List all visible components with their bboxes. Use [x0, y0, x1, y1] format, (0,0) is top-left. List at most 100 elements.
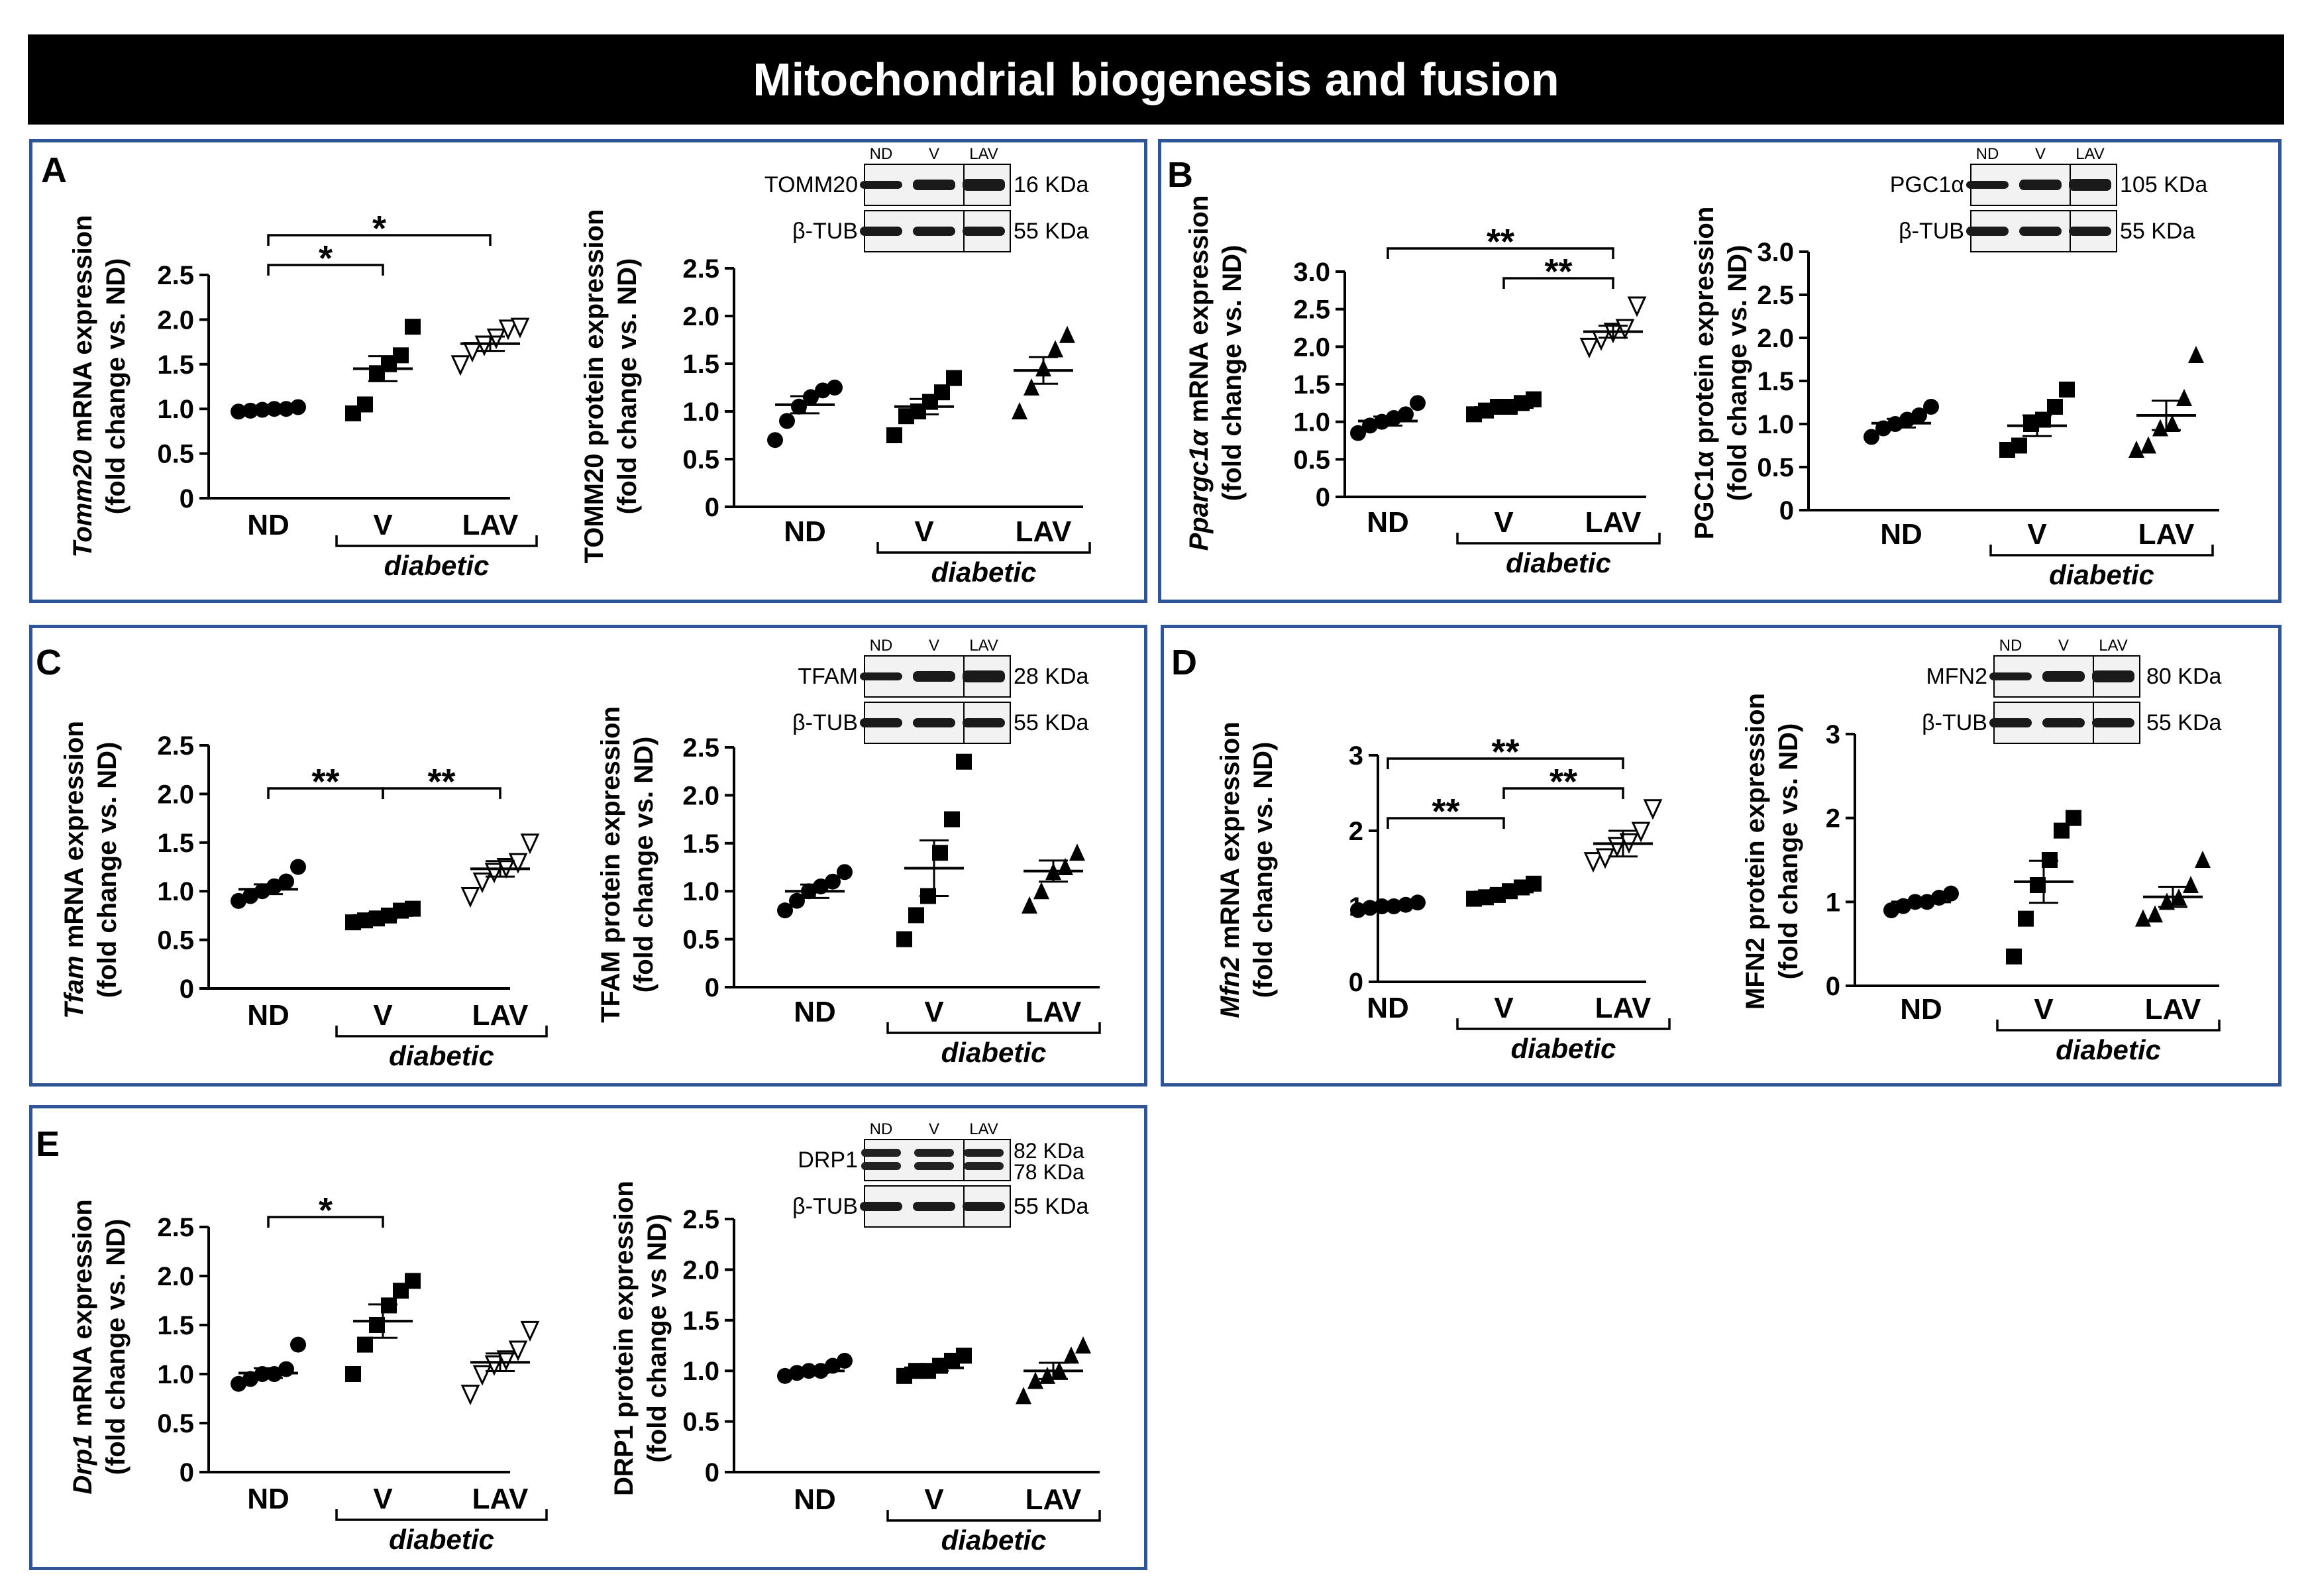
data-point-nd	[1943, 885, 1959, 902]
data-point-lav	[460, 1385, 480, 1406]
western-blot-d: ND V LAV MFN2 80 KDa β-TUB 55 KDa	[1922, 637, 2221, 744]
y-tick-label: 0	[705, 973, 719, 1002]
data-point-nd	[1923, 399, 1939, 415]
y-axis-title: TOMM20 protein expression (fold change vs…	[580, 209, 642, 564]
data-point-lav	[508, 1340, 528, 1361]
x-category-label: LAV	[472, 999, 529, 1032]
y-tick-label: 2.0	[1757, 324, 1794, 353]
y-tick-label: 0.5	[682, 926, 719, 955]
data-point-nd	[767, 432, 783, 449]
plot-d-protein: 0 1 2 3 ND V LAV diabetic MFN2 protein expressio…	[1741, 693, 2221, 1065]
blot-lane-label: ND	[870, 145, 893, 163]
data-point-lav	[498, 319, 518, 341]
y-tick-label: 3.0	[1757, 238, 1794, 267]
blot-size-label: 105 KDa	[2120, 172, 2207, 197]
y-tick-label: 1.0	[157, 877, 194, 906]
y-tick-label: 2.5	[682, 254, 719, 284]
significance-stars: *	[319, 1191, 333, 1230]
blot-band	[963, 718, 1005, 727]
blot-lane-label: V	[929, 145, 939, 163]
y-tick-label: 2.0	[1293, 333, 1330, 362]
x-category-label: LAV	[1025, 996, 1082, 1028]
blot-band	[2042, 671, 2085, 682]
significance-bracket	[1387, 817, 1505, 829]
y-tick-label: 0.5	[1757, 453, 1794, 482]
diabetic-group-label: diabetic	[941, 1524, 1047, 1556]
blot-band	[860, 718, 902, 727]
data-point-lav	[520, 1320, 540, 1342]
significance-stars: *	[319, 239, 333, 278]
western-blot-b: ND V LAV PGC1α 105 KDa β-TUB 55 KDa	[1890, 145, 2207, 252]
blot-band	[2092, 670, 2134, 682]
panel-letter-e: E	[36, 1124, 60, 1164]
western-blot-a: ND V LAV TOMM20 16 KDa β-TUB 55 KDa	[764, 145, 1088, 252]
significance-stars: *	[372, 209, 386, 248]
y-tick-label: 2.5	[157, 261, 194, 290]
data-point-v	[908, 907, 924, 924]
significance-bracket	[1502, 787, 1624, 799]
significance-bracket	[1387, 247, 1614, 259]
x-category-label: V	[2027, 518, 2047, 551]
data-point-lav	[460, 887, 480, 908]
y-axis-title-line2: (fold change vs. ND)	[101, 1219, 131, 1475]
blot-lane-label: ND	[1999, 637, 2022, 655]
y-tick-label: 2.0	[157, 1262, 194, 1291]
blot-size-label: 55 KDa	[2146, 710, 2221, 735]
blot-protein-label: TOMM20	[764, 172, 858, 197]
diabetic-bracket	[886, 1510, 1101, 1522]
blot-protein-label: TFAM	[798, 664, 858, 689]
significance-stars: **	[1549, 762, 1577, 802]
blot-lane-label: V	[929, 637, 939, 655]
data-point-lav	[2183, 876, 2199, 893]
y-tick-label: 2.5	[157, 731, 194, 761]
x-category-label: ND	[1880, 518, 1922, 551]
data-point-v	[2059, 382, 2075, 398]
figure-title-banner: Mitochondrial biogenesis and fusion	[28, 34, 2284, 125]
diabetic-bracket	[335, 535, 538, 547]
data-point-lav	[2195, 851, 2211, 868]
data-point-nd	[290, 399, 306, 415]
diabetic-bracket	[335, 1509, 548, 1521]
y-tick-label: 0	[1826, 972, 1840, 1001]
blot-band	[1966, 227, 2009, 236]
data-point-v	[2066, 810, 2081, 826]
y-axis-title-line2: (fold change vs ND)	[643, 1214, 672, 1463]
diabetic-bracket	[1989, 545, 2214, 557]
y-axis-title: MFN2 protein expression (fold change vs. …	[1741, 693, 1803, 1010]
diabetic-bracket	[1456, 533, 1661, 545]
y-tick-label: 0	[705, 1458, 719, 1487]
blot-band	[860, 227, 902, 236]
figure-title: Mitochondrial biogenesis and fusion	[753, 54, 1559, 105]
panel-d-frame	[1161, 625, 2282, 1087]
data-point-lav	[484, 1355, 504, 1376]
data-point-lav	[450, 355, 470, 376]
data-point-lav	[2147, 905, 2163, 923]
blot-band	[2069, 227, 2111, 236]
diabetic-bracket	[886, 1022, 1101, 1034]
significance-bracket	[382, 787, 501, 799]
plot-b-mrna: 0 0.5 1.0 1.5 2.0 2.5 3.0 ND V LAV diabetic Ppargc1…	[1184, 195, 1661, 578]
significance-bracket	[267, 1216, 384, 1228]
y-axis-title-text: mRNA expression	[68, 215, 97, 449]
blot-band	[913, 180, 955, 190]
y-axis-title-line1: Drp1 mRNA expression	[68, 1199, 97, 1494]
data-point-v	[1526, 391, 1542, 407]
y-axis-title-line2: (fold change vs. ND)	[101, 258, 131, 515]
diabetic-bracket	[1996, 1020, 2221, 1032]
diabetic-group-label: diabetic	[941, 1037, 1047, 1068]
blot-band	[913, 227, 955, 236]
blot-lane-label: LAV	[969, 145, 998, 163]
blot-band	[861, 1149, 901, 1157]
data-point-v	[405, 1273, 421, 1289]
x-category-label: ND	[1900, 993, 1942, 1026]
blot-lane-label: V	[929, 1120, 939, 1138]
x-category-label: ND	[247, 509, 289, 541]
data-point-v	[946, 370, 962, 386]
y-tick-label: 1.5	[682, 350, 719, 379]
data-point-nd	[1362, 900, 1378, 916]
y-tick-label: 0	[180, 975, 194, 1004]
y-tick-label: 2.0	[682, 1255, 719, 1285]
blot-band	[913, 671, 955, 682]
panel-e-frame	[29, 1105, 1147, 1570]
